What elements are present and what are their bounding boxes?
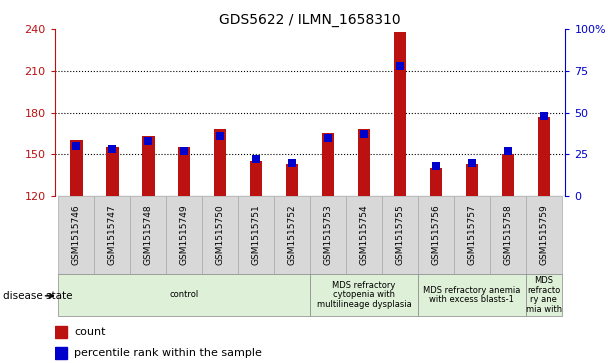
Point bbox=[215, 133, 225, 139]
Point bbox=[143, 138, 153, 144]
Text: MDS refractory
cytopenia with
multilineage dysplasia: MDS refractory cytopenia with multilinea… bbox=[317, 281, 412, 309]
Text: GSM1515746: GSM1515746 bbox=[72, 205, 81, 265]
Bar bbox=[394, 32, 406, 196]
Text: GSM1515747: GSM1515747 bbox=[108, 205, 117, 265]
Bar bbox=[502, 154, 514, 196]
Bar bbox=[250, 161, 263, 196]
Text: control: control bbox=[170, 290, 199, 299]
Text: MDS
refracto
ry ane
mia with: MDS refracto ry ane mia with bbox=[526, 276, 562, 314]
Point bbox=[359, 131, 369, 137]
Point bbox=[179, 148, 189, 154]
Bar bbox=[214, 129, 226, 196]
Text: GSM1515753: GSM1515753 bbox=[323, 205, 333, 265]
Bar bbox=[537, 117, 550, 196]
Bar bbox=[346, 196, 382, 274]
Bar bbox=[142, 136, 154, 196]
Bar bbox=[526, 274, 562, 316]
Bar bbox=[94, 196, 130, 274]
Text: disease state: disease state bbox=[3, 291, 72, 301]
Bar bbox=[322, 133, 334, 196]
Bar bbox=[166, 196, 202, 274]
Bar bbox=[526, 196, 562, 274]
Point bbox=[108, 146, 117, 152]
Bar bbox=[55, 347, 67, 359]
Bar bbox=[178, 147, 190, 196]
Bar bbox=[274, 196, 310, 274]
Bar bbox=[418, 196, 454, 274]
Point bbox=[503, 148, 513, 154]
Point bbox=[395, 63, 405, 69]
Bar bbox=[58, 274, 310, 316]
Title: GDS5622 / ILMN_1658310: GDS5622 / ILMN_1658310 bbox=[219, 13, 401, 26]
Bar bbox=[58, 196, 94, 274]
Text: GSM1515751: GSM1515751 bbox=[252, 205, 261, 265]
Bar bbox=[238, 196, 274, 274]
Bar bbox=[430, 168, 442, 196]
Bar bbox=[382, 196, 418, 274]
Text: count: count bbox=[74, 327, 106, 337]
Text: GSM1515748: GSM1515748 bbox=[143, 205, 153, 265]
Text: GSM1515757: GSM1515757 bbox=[468, 205, 477, 265]
Bar bbox=[106, 147, 119, 196]
Bar bbox=[310, 196, 346, 274]
Text: GSM1515759: GSM1515759 bbox=[539, 205, 548, 265]
Text: percentile rank within the sample: percentile rank within the sample bbox=[74, 348, 262, 358]
Text: GSM1515749: GSM1515749 bbox=[180, 205, 188, 265]
Text: GSM1515754: GSM1515754 bbox=[359, 205, 368, 265]
Text: GSM1515758: GSM1515758 bbox=[503, 205, 513, 265]
Bar bbox=[70, 140, 83, 196]
Bar bbox=[454, 196, 490, 274]
Text: GSM1515752: GSM1515752 bbox=[288, 205, 297, 265]
Bar bbox=[358, 129, 370, 196]
Point bbox=[431, 163, 441, 169]
Bar bbox=[418, 274, 526, 316]
Text: MDS refractory anemia
with excess blasts-1: MDS refractory anemia with excess blasts… bbox=[423, 286, 520, 304]
Text: GSM1515755: GSM1515755 bbox=[395, 205, 404, 265]
Bar bbox=[55, 326, 67, 338]
Point bbox=[287, 160, 297, 166]
Point bbox=[323, 135, 333, 140]
Point bbox=[71, 143, 81, 149]
Text: GSM1515750: GSM1515750 bbox=[216, 205, 225, 265]
Bar bbox=[466, 164, 478, 196]
Bar bbox=[202, 196, 238, 274]
Text: GSM1515756: GSM1515756 bbox=[432, 205, 440, 265]
Point bbox=[251, 156, 261, 162]
Bar bbox=[130, 196, 166, 274]
Bar bbox=[286, 164, 299, 196]
Point bbox=[467, 160, 477, 166]
Point bbox=[539, 113, 549, 119]
Bar bbox=[310, 274, 418, 316]
Bar bbox=[490, 196, 526, 274]
